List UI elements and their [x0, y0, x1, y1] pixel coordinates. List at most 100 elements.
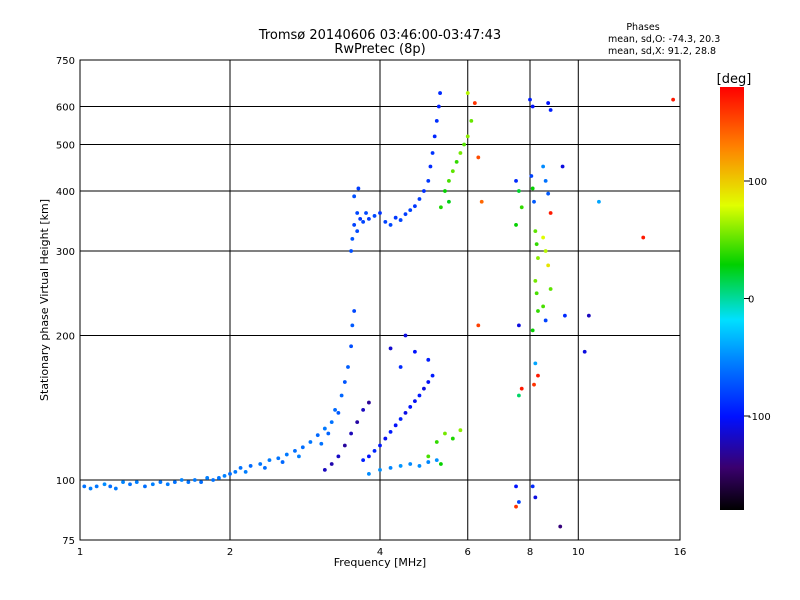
data-point — [349, 431, 354, 436]
x-tick-label: 6 — [465, 547, 471, 558]
data-point — [158, 480, 163, 485]
data-point — [342, 443, 347, 448]
data-point — [462, 142, 467, 147]
data-point — [216, 476, 221, 480]
data-point — [358, 216, 363, 221]
data-point — [516, 323, 521, 328]
data-point — [143, 484, 147, 489]
data-point — [121, 480, 125, 485]
data-point — [430, 151, 435, 155]
data-point — [211, 478, 216, 482]
data-point — [308, 440, 313, 444]
data-point — [432, 134, 437, 139]
data-point — [102, 482, 107, 487]
data-point — [533, 278, 538, 283]
data-point — [597, 199, 601, 204]
colorbar-tick-label: 0 — [748, 295, 754, 306]
data-point — [267, 458, 272, 463]
data-point — [276, 456, 281, 461]
data-point — [350, 323, 355, 328]
data-point — [541, 304, 546, 309]
colorbar-label: [deg] — [717, 72, 752, 87]
data-point — [388, 223, 393, 227]
data-point — [352, 309, 357, 313]
data-point — [342, 380, 347, 384]
data-point — [172, 480, 177, 485]
data-point — [476, 323, 481, 328]
data-point — [322, 426, 327, 431]
data-point — [426, 357, 431, 362]
data-point — [228, 471, 232, 476]
data-point — [434, 440, 439, 444]
data-point — [398, 365, 403, 369]
data-point — [586, 313, 591, 318]
data-point — [336, 454, 341, 459]
data-point — [355, 229, 360, 234]
data-point — [366, 216, 371, 221]
plot-frame — [79, 59, 681, 541]
data-point — [366, 400, 371, 405]
data-point — [469, 118, 474, 123]
data-point — [528, 97, 532, 102]
y-tick-label: 600 — [56, 103, 75, 114]
data-point — [336, 410, 341, 415]
data-point — [560, 164, 565, 169]
data-point — [450, 169, 455, 174]
data-point — [454, 160, 459, 164]
phases-o-stats: mean, sd,O: -74.3, 20.3 — [608, 34, 720, 45]
data-point — [192, 478, 197, 482]
data-point — [388, 429, 393, 434]
data-point — [541, 235, 546, 240]
data-point — [366, 454, 371, 459]
y-tick-label: 200 — [56, 332, 75, 343]
data-point — [532, 199, 536, 204]
data-point — [284, 452, 289, 457]
data-point — [339, 393, 344, 398]
data-point — [548, 287, 553, 291]
colorbar — [720, 87, 744, 510]
data-point — [543, 318, 548, 323]
data-point — [322, 467, 327, 472]
data-point — [361, 407, 366, 412]
data-point — [372, 214, 377, 218]
data-point — [438, 205, 443, 210]
data-point — [356, 186, 361, 191]
data-point — [443, 431, 447, 436]
x-tick-label: 1 — [77, 547, 83, 558]
data-point — [519, 205, 524, 210]
y-tick-label: 100 — [56, 476, 75, 487]
data-point — [372, 448, 377, 453]
y-axis-ticks: 75 100 200 300 400 500 600 750 — [56, 56, 75, 547]
data-point — [546, 191, 551, 196]
data-point — [179, 478, 184, 482]
data-point — [516, 189, 521, 193]
data-point — [582, 349, 587, 354]
data-point — [436, 104, 441, 109]
data-point — [319, 441, 324, 446]
grid-lines — [80, 60, 680, 540]
data-point — [426, 178, 431, 183]
data-point — [329, 462, 334, 466]
data-point — [300, 445, 305, 450]
data-point — [349, 344, 354, 349]
colorbar-tick-label: 100 — [748, 177, 767, 188]
data-point — [514, 178, 518, 183]
data-point — [352, 194, 357, 199]
data-point — [150, 482, 155, 487]
data-point — [458, 151, 463, 155]
phases-x-stats: mean, sd,X: 91.2, 28.8 — [608, 46, 716, 57]
colorbar-ticks: 100 0 -100 — [744, 177, 771, 423]
data-point — [434, 118, 439, 123]
x-tick-label: 10 — [572, 547, 585, 558]
x-axis-ticks: 1 2 4 6 8 10 16 — [77, 547, 687, 558]
data-point — [243, 469, 248, 474]
data-point — [536, 256, 540, 260]
data-point — [412, 349, 417, 354]
data-point — [398, 417, 403, 421]
y-tick-label: 750 — [56, 56, 75, 67]
data-point — [108, 484, 113, 489]
data-point — [536, 309, 540, 313]
data-point — [293, 448, 297, 453]
data-point — [326, 431, 331, 436]
